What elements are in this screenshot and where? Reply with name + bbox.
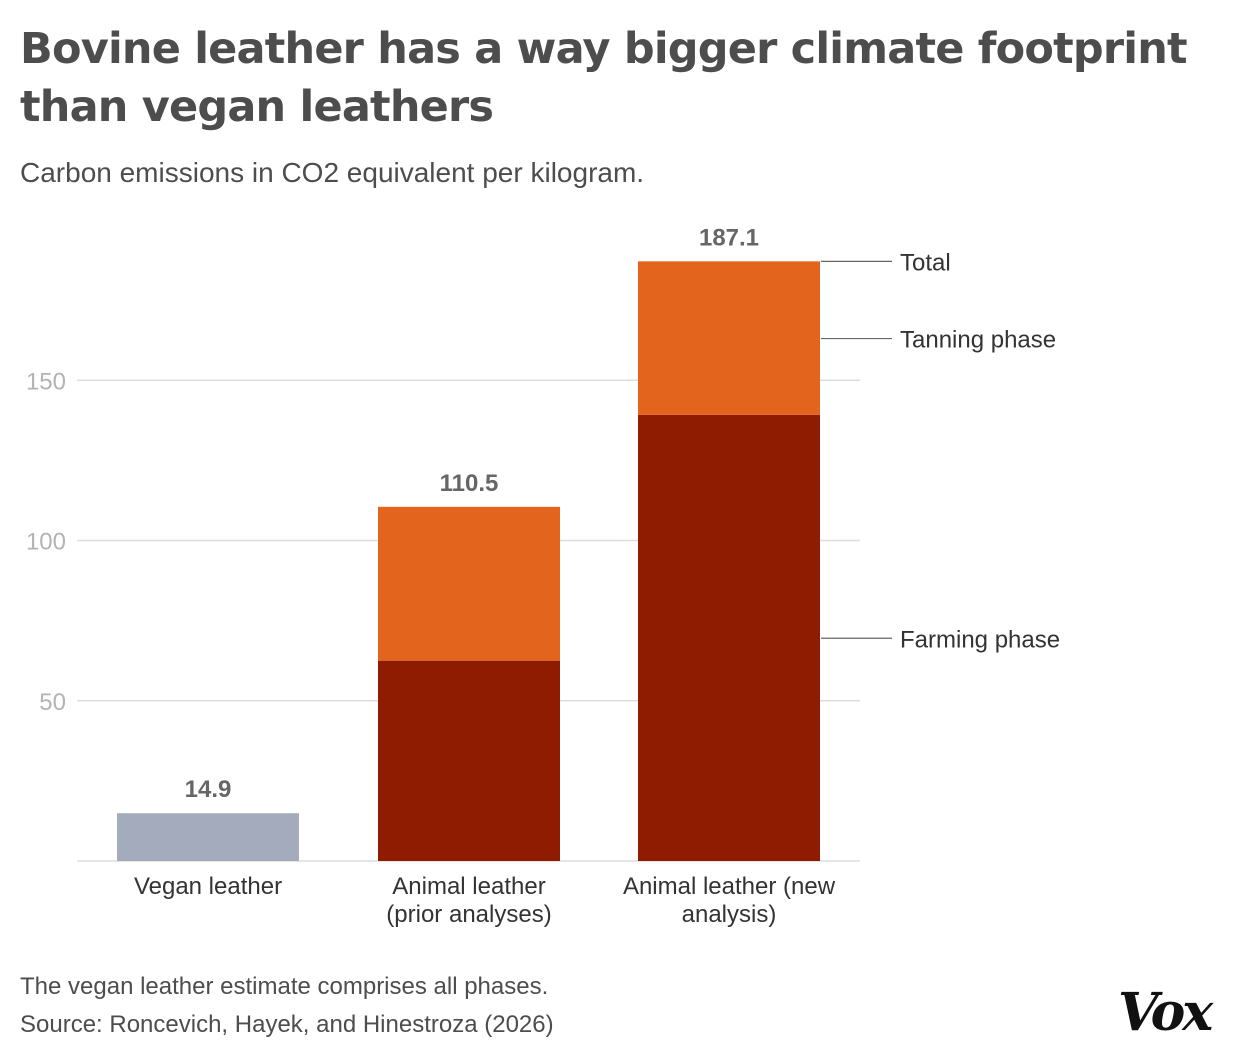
bar-segment-tanning-phase <box>378 506 560 661</box>
y-tick-label: 100 <box>26 529 66 556</box>
bar-total-label: 14.9 <box>185 776 232 803</box>
chart-note: The vegan leather estimate comprises all… <box>20 973 549 1000</box>
annotation-label: Farming phase <box>900 626 1060 653</box>
bar-segment-tanning-phase <box>638 261 820 415</box>
bar-segment-farming-phase <box>638 414 820 861</box>
vox-logo: Vox <box>1118 982 1213 1043</box>
chart-title: Bovine leather has a way bigger climate … <box>20 24 1188 132</box>
y-tick-label: 150 <box>26 368 66 395</box>
bar-segment-farming-phase <box>378 660 560 861</box>
bar-total-label: 187.1 <box>699 224 759 251</box>
bar-segment-vegan-leather-all-phases <box>117 813 299 861</box>
x-category-label: Animal leather (new <box>623 873 836 900</box>
x-category-label: (prior analyses) <box>386 901 551 928</box>
annotation-label: Tanning phase <box>900 327 1056 354</box>
y-tick-label: 50 <box>39 689 66 716</box>
x-category-label: Vegan leather <box>134 873 282 900</box>
x-category-label: Animal leather <box>392 873 545 900</box>
bar-total-label: 110.5 <box>440 470 499 497</box>
chart-subtitle: Carbon emissions in CO2 equivalent per k… <box>20 157 645 188</box>
annotation-label: Total <box>900 249 951 276</box>
chart-source: Source: Roncevich, Hayek, and Hinestroza… <box>20 1011 554 1038</box>
x-category-label: analysis) <box>682 901 777 928</box>
